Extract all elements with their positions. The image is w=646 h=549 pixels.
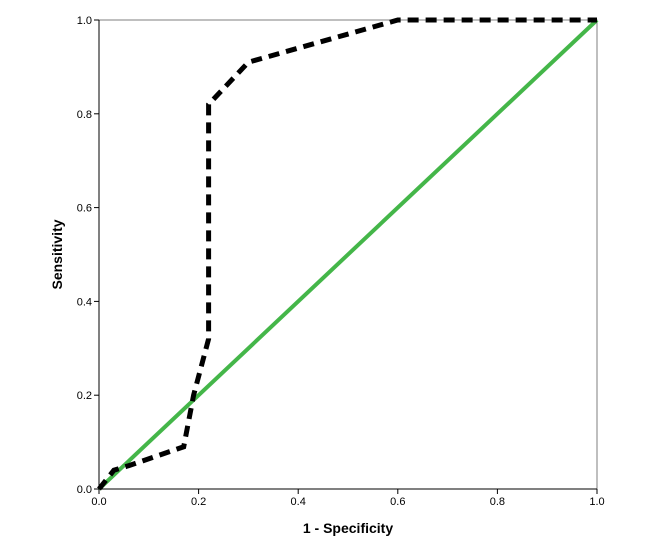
x-tick-label: 0.4: [291, 496, 306, 508]
y-tick-label: 0.8: [77, 109, 92, 121]
x-tick-label: 0.2: [191, 496, 206, 508]
y-tick-label: 0.2: [77, 390, 92, 402]
reference-diagonal-line: [97, 18, 599, 491]
x-axis-label: 1 - Specificity: [303, 520, 393, 536]
y-axis-ticks: 0.0 0.2 0.4 0.6 0.8 1.0: [77, 15, 99, 496]
roc-curve-line: [97, 17, 597, 491]
x-tick-label: 0.6: [390, 496, 405, 508]
y-tick-label: 0.0: [77, 484, 92, 496]
x-tick-label: 0.8: [490, 496, 505, 508]
series-group: [97, 17, 599, 491]
y-tick-label: 0.4: [77, 296, 92, 308]
x-tick-label: 1.0: [589, 496, 604, 508]
y-axis-label: Sensitivity: [49, 219, 65, 289]
y-tick-label: 1.0: [77, 15, 92, 27]
plot-area: [98, 19, 598, 490]
y-tick-label: 0.6: [77, 203, 92, 215]
x-tick-label: 0.0: [91, 496, 106, 508]
x-axis-ticks: 0.0 0.2 0.4 0.6 0.8 1.0: [91, 489, 605, 508]
